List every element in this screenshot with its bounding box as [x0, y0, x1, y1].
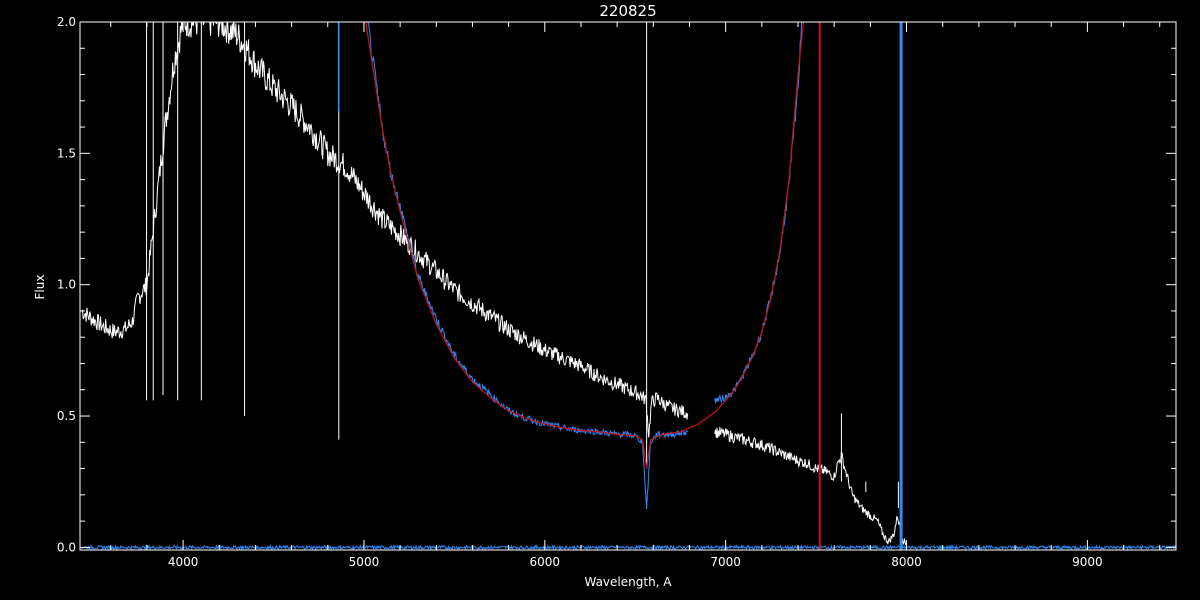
x-tick-label-4: 8000: [891, 555, 922, 569]
model-curve-segment-0: [365, 22, 804, 469]
x-tick-label-0: 4000: [168, 555, 199, 569]
y-tick-label-3: 1.5: [57, 146, 76, 160]
y-tick-label-1: 0.5: [57, 409, 76, 423]
plot-frame: [79, 21, 1177, 551]
x-tick-label-5: 9000: [1072, 555, 1103, 569]
chart-title: 220825: [599, 2, 656, 20]
ticks-layer: 4000 5000 6000 7000 8000 9000 0.0 0.5 1.0 1.5 2.0: [57, 15, 1176, 569]
observed-spectrum-segment-1: [714, 427, 907, 546]
fit-spectrum-segment-0: [81, 543, 1176, 550]
x-axis-label: Wavelength, A: [584, 575, 672, 589]
x-tick-label-2: 6000: [530, 555, 561, 569]
x-tick-label-1: 5000: [349, 555, 380, 569]
x-tick-label-3: 7000: [710, 555, 741, 569]
y-axis-label: Flux: [33, 275, 47, 300]
y-tick-label-4: 2.0: [57, 15, 76, 29]
fit-spectrum-segment-1: [367, 22, 689, 510]
y-tick-label-2: 1.0: [57, 278, 76, 292]
y-tick-label-0: 0.0: [57, 540, 76, 554]
data-layer: [81, 22, 1176, 550]
